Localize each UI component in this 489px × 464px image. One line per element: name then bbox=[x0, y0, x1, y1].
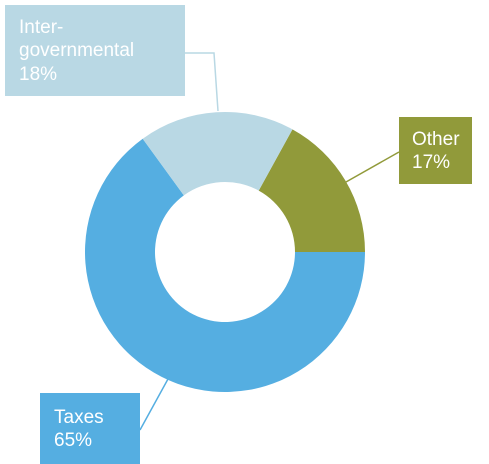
svg-text:Other 17%: Other 17% bbox=[412, 129, 465, 173]
slice-percent-other: 17% bbox=[412, 152, 450, 173]
callout-box-taxes bbox=[40, 393, 140, 464]
slice-intergovernmental bbox=[142, 112, 293, 196]
callout-other: Other 17% bbox=[399, 117, 472, 184]
slice-label-taxes: Taxes bbox=[54, 407, 104, 428]
slice-percent-taxes: 65% bbox=[54, 430, 92, 451]
leader-line-other bbox=[345, 151, 400, 183]
slice-taxes bbox=[85, 138, 366, 393]
slice-label-intergovernmental-line2: governmental bbox=[19, 40, 134, 61]
svg-text:Inter- governmental: Inter- governmental 18% bbox=[19, 17, 139, 85]
slice-label-intergovernmental-line1: Inter- bbox=[19, 17, 63, 38]
callout-box-other bbox=[399, 117, 472, 184]
slice-label-other: Other bbox=[412, 129, 460, 150]
slices-group bbox=[85, 112, 366, 393]
callout-box-intergovernmental bbox=[5, 5, 185, 96]
svg-text:Taxes 65%: Taxes 65% bbox=[54, 407, 109, 451]
slice-other bbox=[258, 129, 365, 252]
callout-intergovernmental: Inter- governmental 18% bbox=[5, 5, 185, 96]
slice-percent-intergovernmental: 18% bbox=[19, 64, 57, 85]
leader-line-intergovernmental bbox=[184, 52, 219, 112]
callout-taxes: Taxes 65% bbox=[40, 393, 140, 464]
leader-lines bbox=[139, 52, 400, 431]
leader-line-taxes bbox=[139, 378, 169, 431]
